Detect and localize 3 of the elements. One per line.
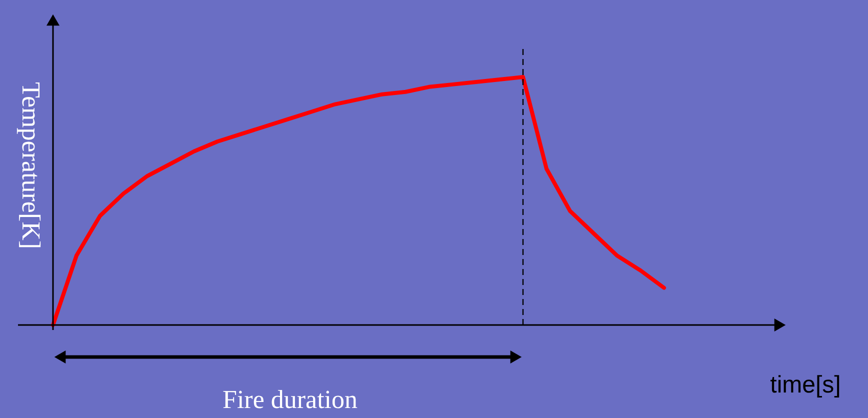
x-axis-title: time[s] [770,372,841,398]
y-axis-title: Temperature[K] [16,82,46,250]
text: Fire duration [222,385,358,414]
